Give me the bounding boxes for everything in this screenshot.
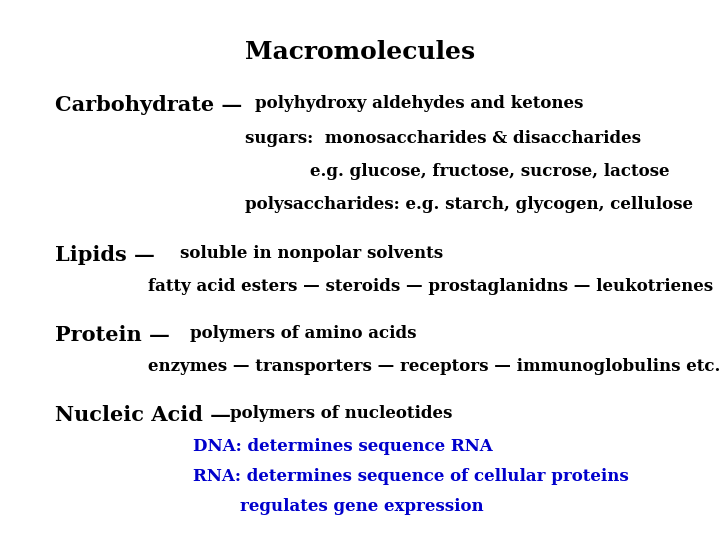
Text: e.g. glucose, fructose, sucrose, lactose: e.g. glucose, fructose, sucrose, lactose — [310, 163, 670, 180]
Text: fatty acid esters — steroids — prostaglanidns — leukotrienes: fatty acid esters — steroids — prostagla… — [148, 278, 713, 295]
Text: soluble in nonpolar solvents: soluble in nonpolar solvents — [180, 245, 443, 262]
Text: DNA: determines sequence RNA: DNA: determines sequence RNA — [193, 438, 492, 455]
Text: sugars:  monosaccharides & disaccharides: sugars: monosaccharides & disaccharides — [245, 130, 641, 147]
Text: RNA: determines sequence of cellular proteins: RNA: determines sequence of cellular pro… — [193, 468, 629, 485]
Text: regulates gene expression: regulates gene expression — [240, 498, 484, 515]
Text: polyhydroxy aldehydes and ketones: polyhydroxy aldehydes and ketones — [255, 95, 583, 112]
Text: Protein —: Protein — — [55, 325, 177, 345]
Text: polymers of amino acids: polymers of amino acids — [190, 325, 416, 342]
Text: Nucleic Acid —: Nucleic Acid — — [55, 405, 238, 425]
Text: polysaccharides: e.g. starch, glycogen, cellulose: polysaccharides: e.g. starch, glycogen, … — [245, 196, 693, 213]
Text: Macromolecules: Macromolecules — [245, 40, 475, 64]
Text: enzymes — transporters — receptors — immunoglobulins etc.: enzymes — transporters — receptors — imm… — [148, 358, 720, 375]
Text: Lipids —: Lipids — — [55, 245, 162, 265]
Text: Carbohydrate —: Carbohydrate — — [55, 95, 250, 115]
Text: polymers of nucleotides: polymers of nucleotides — [230, 405, 452, 422]
